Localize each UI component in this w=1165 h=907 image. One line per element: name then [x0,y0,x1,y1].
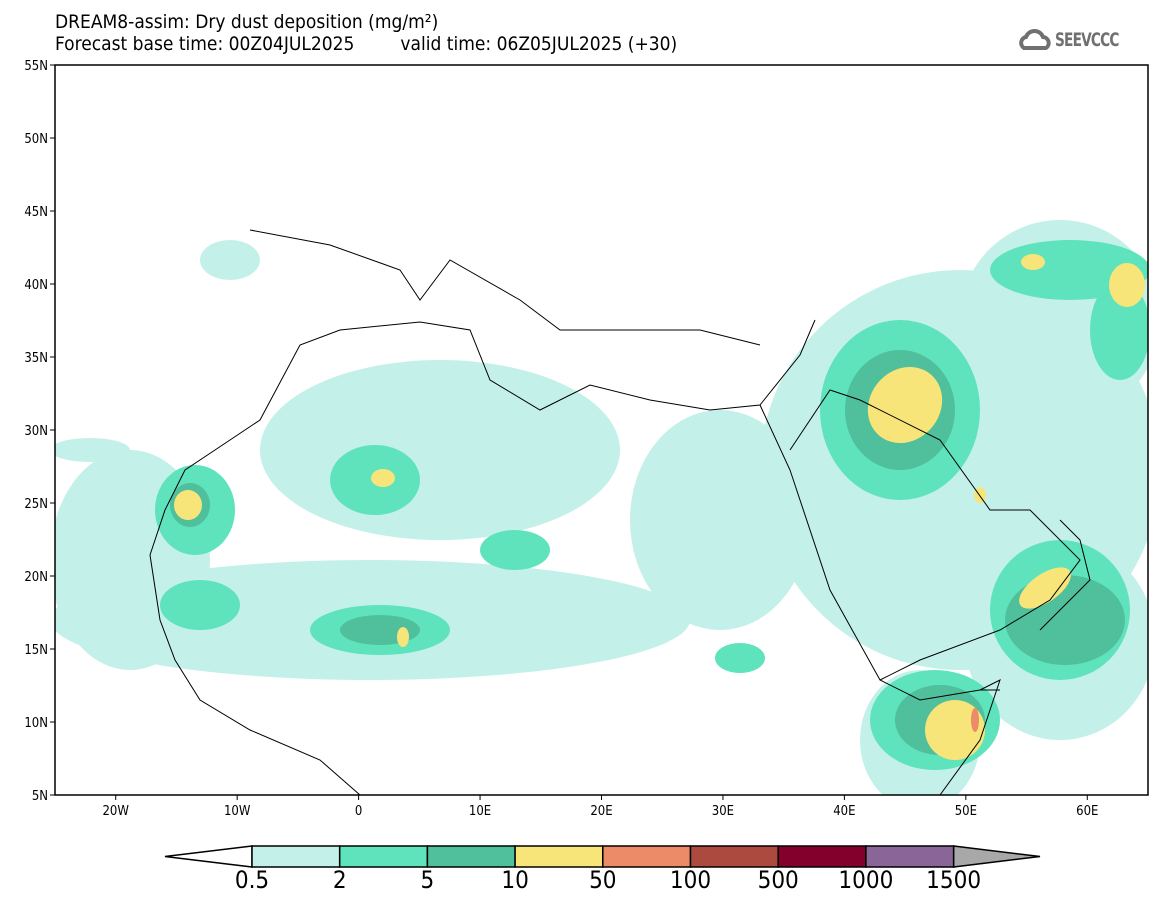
lat-label: 5N [32,789,48,804]
lat-label: 20N [24,570,48,585]
valid-time: valid time: 06Z05JUL2025 (+30) [400,33,678,55]
colorbar-swatch [689,845,779,868]
colorbar-level-label: 5 [420,866,435,894]
coastlines [149,229,1091,795]
lat-label: 10N [24,716,48,731]
map-title: DREAM8-assim: Dry dust deposition (mg/m²… [55,11,439,33]
colorbar-level-label: 1500 [926,866,982,894]
lon-label: 40E [833,804,855,819]
colorbar-swatch [514,845,604,868]
lat-label: 35N [24,351,48,366]
axis-ticks: 55N 50N 45N 40N 35N 30N 25N 20N 15N 10N 5N 20W 10W 0 1… [24,59,1098,819]
lat-label: 40N [24,278,48,293]
lon-label: 10W [224,804,251,819]
time-info: Forecast base time: 00Z04JUL2025 valid ti… [55,33,677,55]
dust-field [55,220,1148,795]
lon-label: 20E [590,804,612,819]
lat-label: 55N [24,59,48,74]
lon-label: 10E [469,804,491,819]
lon-label: 60E [1076,804,1098,819]
colorbar-level-label: 1000 [838,866,894,894]
colorbar-level-label: 500 [757,866,799,894]
dust-level-10 [174,254,1145,760]
colorbar-level-label: 0.5 [234,866,270,894]
lat-label: 30N [24,424,48,439]
colorbar-swatch [426,845,516,868]
seevccc-logo: SEEVCCC [1018,28,1135,52]
logo-text: SEEVCCC [1055,29,1119,51]
lon-label: 0 [355,804,362,819]
lon-label: 20W [102,804,129,819]
colorbar-level-label: 10 [501,866,529,894]
colorbar-level-label: 50 [589,866,617,894]
colorbar-swatch [777,845,867,868]
colorbar-swatch [338,845,429,868]
colorbar-level-label: 100 [669,866,712,894]
colorbar-over-arrow [952,845,1041,868]
colorbar-swatch [602,845,692,868]
lat-label: 45N [24,205,48,220]
cloud-icon [1019,29,1051,50]
lat-label: 15N [24,643,48,658]
lon-label: 30E [712,804,734,819]
base-time: Forecast base time: 00Z04JUL2025 [55,33,355,55]
colorbar-swatch [251,845,341,868]
lat-label: 25N [24,497,48,512]
dust-level-50 [971,708,979,732]
colorbar-level-label: 2 [332,866,347,894]
colorbar-under-arrow [164,845,253,868]
colorbar [164,845,1041,868]
colorbar-swatch [865,845,955,868]
lat-label: 50N [24,132,48,147]
lon-label: 50E [955,804,977,819]
